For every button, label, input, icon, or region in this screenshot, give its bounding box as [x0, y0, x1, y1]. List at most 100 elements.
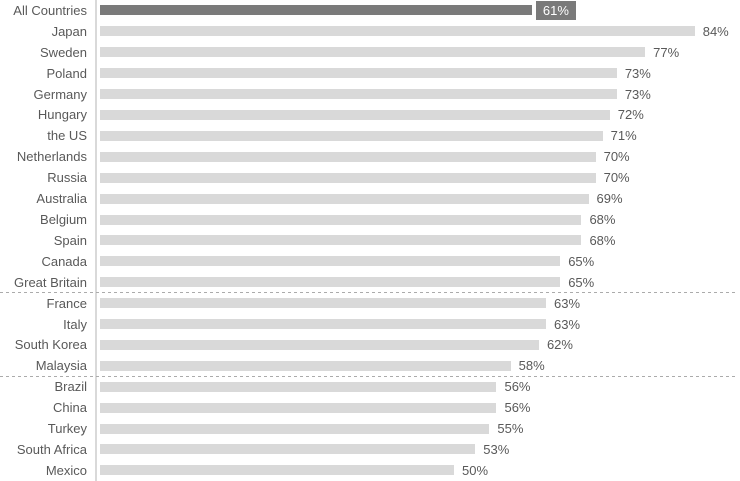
bar — [100, 381, 497, 392]
bar — [100, 130, 603, 141]
chart-row: Italy 63% — [0, 314, 740, 335]
chart-row: Netherlands 70% — [0, 146, 740, 167]
bar-area: 56% — [100, 379, 531, 394]
value-label: 62% — [546, 337, 573, 353]
chart-row: Australia 69% — [0, 188, 740, 209]
bar — [100, 89, 617, 100]
category-label: Japan — [51, 23, 87, 39]
chart-row: All Countries 61% — [0, 0, 740, 21]
bar — [100, 193, 589, 204]
chart-row: Japan 84% — [0, 21, 740, 42]
category-label: Hungary — [37, 107, 87, 123]
value-label: 65% — [568, 274, 595, 290]
bar-area: 68% — [100, 233, 615, 248]
value-label: 56% — [504, 379, 531, 395]
bar-area: 73% — [100, 87, 651, 102]
value-label: 68% — [589, 212, 616, 228]
value-label: 63% — [554, 295, 581, 311]
chart-row: the US 71% — [0, 125, 740, 146]
bar-area: 53% — [100, 442, 509, 457]
highlight-bar — [100, 5, 532, 16]
bar-area: 56% — [100, 400, 531, 415]
value-label: 70% — [603, 149, 630, 165]
value-label: 71% — [610, 128, 637, 144]
value-label: 50% — [462, 462, 489, 478]
category-label: Australia — [36, 191, 87, 207]
category-label: Brazil — [54, 379, 87, 395]
category-label: South Korea — [14, 337, 87, 353]
chart-row: Germany 73% — [0, 84, 740, 105]
category-label: Italy — [63, 316, 87, 332]
bar — [100, 423, 490, 434]
value-label: 84% — [702, 23, 729, 39]
bar — [100, 319, 547, 330]
category-label: Canada — [41, 253, 87, 269]
category-label: Malaysia — [35, 358, 87, 374]
bar — [100, 47, 646, 58]
bar — [100, 235, 582, 246]
bar — [100, 298, 547, 309]
bar — [100, 172, 596, 183]
bar-area: 63% — [100, 296, 580, 311]
bar — [100, 277, 561, 288]
chart-row: Russia 70% — [0, 167, 740, 188]
bar-area: 63% — [100, 317, 580, 332]
bar — [100, 256, 561, 267]
bar-area: 62% — [100, 337, 573, 352]
category-label: Germany — [33, 86, 87, 102]
category-label: Belgium — [40, 212, 87, 228]
value-label: 56% — [504, 400, 531, 416]
chart-row: Malaysia 58% — [0, 355, 740, 376]
bar-area: 68% — [100, 212, 615, 227]
value-label: 68% — [589, 232, 616, 248]
bar-area: 58% — [100, 358, 545, 373]
bar-area: 84% — [100, 24, 729, 39]
category-label: Sweden — [40, 44, 87, 60]
bar — [100, 109, 610, 120]
category-label: All Countries — [13, 2, 87, 18]
chart-row: South Africa 53% — [0, 439, 740, 460]
category-label: Great Britain — [14, 274, 87, 290]
bar-area: 55% — [100, 421, 523, 436]
chart-row: Poland 73% — [0, 63, 740, 84]
bar-area: 70% — [100, 149, 630, 164]
chart-row: Turkey 55% — [0, 418, 740, 439]
bar — [100, 339, 539, 350]
bar-area: 65% — [100, 275, 594, 290]
bar — [100, 465, 454, 476]
bar — [100, 214, 582, 225]
bar-area: 61% — [100, 0, 576, 20]
category-label: Poland — [46, 65, 87, 81]
category-label: Turkey — [47, 421, 87, 437]
value-label: 77% — [653, 44, 680, 60]
bar — [100, 68, 617, 79]
bar-area: 50% — [100, 463, 488, 478]
category-label: Russia — [47, 170, 87, 186]
category-label: China — [53, 400, 87, 416]
value-label: 70% — [603, 170, 630, 186]
bar — [100, 151, 596, 162]
chart-row: Sweden 77% — [0, 42, 740, 63]
value-label: 72% — [617, 107, 644, 123]
group-separator — [0, 376, 737, 377]
bar-area: 70% — [100, 170, 630, 185]
value-label: 58% — [518, 358, 545, 374]
chart-row: Great Britain 65% — [0, 272, 740, 293]
value-label: 53% — [483, 441, 510, 457]
chart-row: France 63% — [0, 293, 740, 314]
value-label: 55% — [497, 421, 524, 437]
chart-row: Mexico 50% — [0, 460, 740, 481]
chart-row: Canada 65% — [0, 251, 740, 272]
bar-area: 73% — [100, 66, 651, 81]
category-label: South Africa — [16, 441, 87, 457]
highlight-value-label: 61% — [535, 0, 576, 20]
bar-area: 65% — [100, 254, 594, 269]
chart-row: South Korea 62% — [0, 335, 740, 356]
value-label: 73% — [624, 86, 651, 102]
chart-row: Hungary 72% — [0, 105, 740, 126]
chart-row: Belgium 68% — [0, 209, 740, 230]
chart-row: Brazil 56% — [0, 376, 740, 397]
y-axis-line — [95, 0, 97, 481]
